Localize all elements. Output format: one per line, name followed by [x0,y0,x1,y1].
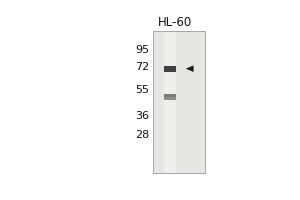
Text: 36: 36 [135,111,149,121]
Polygon shape [186,66,193,72]
Text: 72: 72 [135,62,149,72]
FancyBboxPatch shape [164,97,176,100]
Text: 55: 55 [135,85,149,95]
Text: 28: 28 [135,130,149,140]
Text: 95: 95 [135,45,149,55]
FancyBboxPatch shape [164,66,176,72]
FancyBboxPatch shape [164,32,176,173]
FancyBboxPatch shape [153,31,205,173]
Text: HL-60: HL-60 [158,16,192,29]
FancyBboxPatch shape [164,94,176,97]
